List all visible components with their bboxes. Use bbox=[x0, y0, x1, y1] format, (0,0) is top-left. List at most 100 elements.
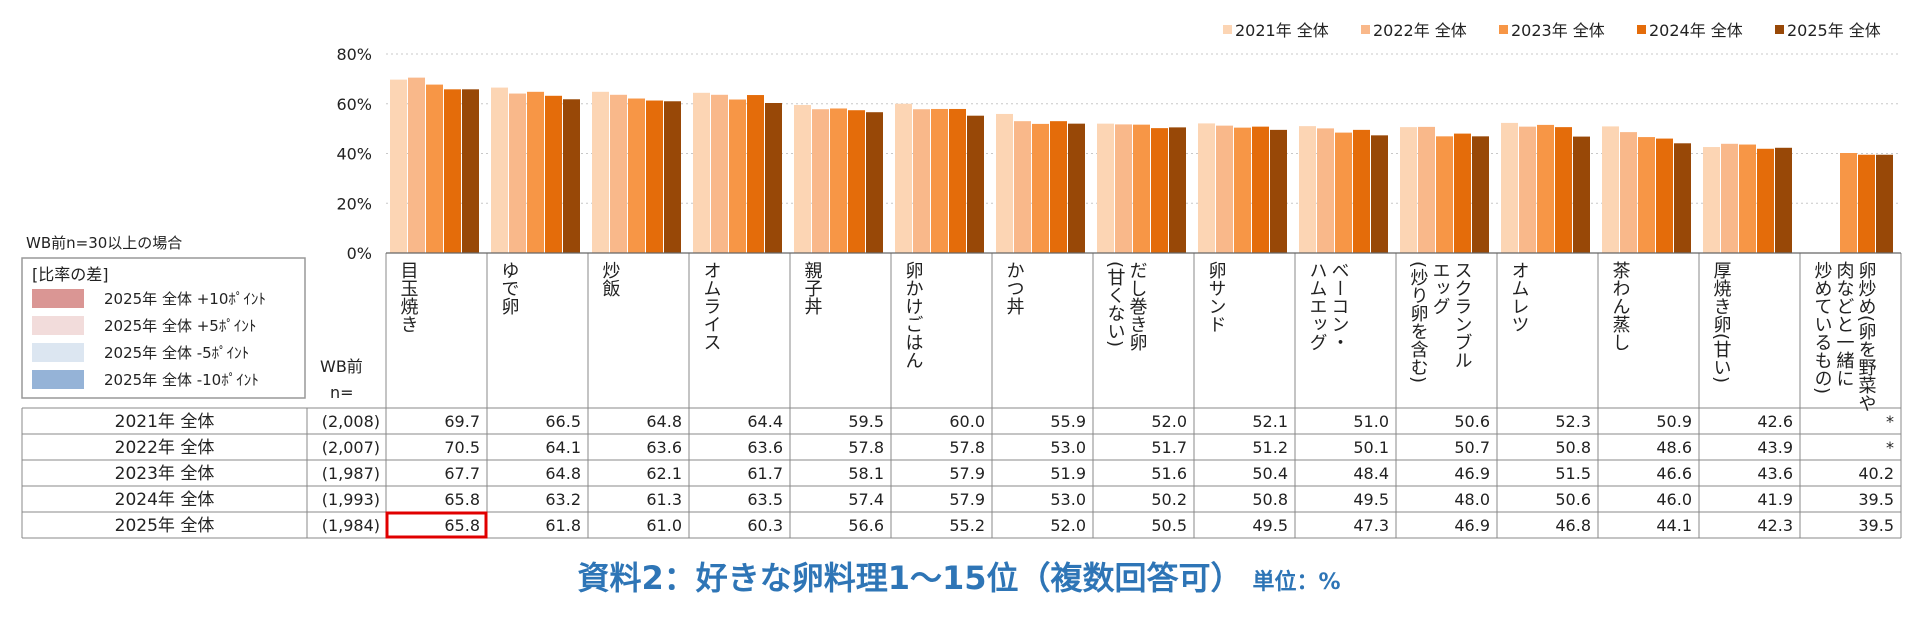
note-text: WB前n=30以上の場合 bbox=[26, 234, 182, 252]
data-label: 62.1 bbox=[646, 464, 682, 483]
legend-label: 2024年 全体 bbox=[1649, 21, 1743, 40]
data-label: 43.9 bbox=[1757, 438, 1793, 457]
data-label: 44.1 bbox=[1656, 516, 1692, 535]
category-label: 炒飯 bbox=[600, 261, 621, 297]
bar bbox=[462, 89, 479, 253]
data-label: 70.5 bbox=[444, 438, 480, 457]
bar bbox=[610, 94, 627, 253]
bar bbox=[1519, 126, 1536, 253]
data-label: 63.2 bbox=[545, 490, 581, 509]
bar bbox=[1876, 154, 1893, 253]
category-label: 炒めているもの) bbox=[1812, 261, 1833, 394]
bar bbox=[765, 103, 782, 253]
bar bbox=[1840, 153, 1857, 253]
bar bbox=[996, 113, 1013, 253]
data-label: 39.5 bbox=[1858, 516, 1894, 535]
category-label: ハムエッグ bbox=[1307, 261, 1328, 351]
data-label: 63.6 bbox=[747, 438, 783, 457]
data-label: 50.6 bbox=[1454, 412, 1490, 431]
category-label: 親子丼 bbox=[802, 261, 823, 315]
bar bbox=[1371, 135, 1388, 253]
category-label: スクランブル bbox=[1452, 261, 1473, 369]
y-tick-label: 80% bbox=[336, 45, 372, 64]
data-label: 49.5 bbox=[1353, 490, 1389, 509]
data-label: 46.9 bbox=[1454, 516, 1490, 535]
data-label: 66.5 bbox=[545, 412, 581, 431]
diff-legend-swatch bbox=[32, 289, 84, 308]
data-label: 51.5 bbox=[1555, 464, 1591, 483]
bar bbox=[1555, 127, 1572, 253]
y-tick-label: 40% bbox=[336, 145, 372, 164]
row-n: (1,987) bbox=[322, 464, 380, 483]
bar bbox=[426, 84, 443, 253]
bar bbox=[1638, 137, 1655, 253]
data-label: 59.5 bbox=[848, 412, 884, 431]
row-label: 2021年 全体 bbox=[115, 412, 215, 432]
bar bbox=[592, 91, 609, 253]
diff-legend-label: 2025年 全体 +5ﾎﾟｲﾝﾄ bbox=[104, 317, 256, 335]
diff-legend-label: 2025年 全体 -5ﾎﾟｲﾝﾄ bbox=[104, 344, 249, 362]
data-label: 61.7 bbox=[747, 464, 783, 483]
bar bbox=[693, 92, 710, 254]
legend-label: 2023年 全体 bbox=[1511, 21, 1605, 40]
data-label: * bbox=[1886, 412, 1894, 431]
data-label: 40.2 bbox=[1858, 464, 1894, 483]
data-label: 64.8 bbox=[646, 412, 682, 431]
bar bbox=[1757, 148, 1774, 253]
bar bbox=[628, 98, 645, 254]
data-label: * bbox=[1886, 438, 1894, 457]
bar bbox=[848, 110, 865, 253]
data-label: 63.5 bbox=[747, 490, 783, 509]
bar bbox=[1169, 127, 1186, 253]
bar bbox=[1234, 127, 1251, 253]
bar bbox=[812, 109, 829, 253]
bar bbox=[664, 101, 681, 253]
data-label: 46.0 bbox=[1656, 490, 1692, 509]
data-label: 50.4 bbox=[1252, 464, 1288, 483]
data-label: 52.0 bbox=[1050, 516, 1086, 535]
row-n: (2,007) bbox=[322, 438, 380, 457]
data-label: 50.6 bbox=[1555, 490, 1591, 509]
bar bbox=[1198, 123, 1215, 254]
data-label: 52.1 bbox=[1252, 412, 1288, 431]
data-label: 69.7 bbox=[444, 412, 480, 431]
category-label: ゆで卵 bbox=[499, 261, 520, 315]
data-label: 50.1 bbox=[1353, 438, 1389, 457]
data-label: 46.8 bbox=[1555, 516, 1591, 535]
diff-legend-label: 2025年 全体 +10ﾎﾟｲﾝﾄ bbox=[104, 290, 266, 308]
data-label: 60.3 bbox=[747, 516, 783, 535]
data-label: 57.9 bbox=[949, 464, 985, 483]
bar bbox=[1775, 147, 1792, 253]
table-header-wb: WB前 bbox=[320, 357, 363, 376]
diff-legend-swatch bbox=[32, 316, 84, 335]
bar bbox=[646, 100, 663, 253]
row-n: (1,984) bbox=[322, 516, 380, 535]
category-label: オムライス bbox=[701, 261, 722, 351]
bar bbox=[1299, 126, 1316, 253]
bar bbox=[747, 95, 764, 253]
data-label: 50.5 bbox=[1151, 516, 1187, 535]
category-label: 卵サンド bbox=[1206, 261, 1227, 333]
category-label: エッグ bbox=[1430, 261, 1451, 315]
bar bbox=[527, 91, 544, 253]
bar bbox=[1656, 138, 1673, 253]
data-label: 51.0 bbox=[1353, 412, 1389, 431]
data-label: 67.7 bbox=[444, 464, 480, 483]
bar bbox=[1068, 123, 1085, 254]
data-label: 42.3 bbox=[1757, 516, 1793, 535]
data-label: 50.7 bbox=[1454, 438, 1490, 457]
data-label: 41.9 bbox=[1757, 490, 1793, 509]
data-label: 58.1 bbox=[848, 464, 884, 483]
data-label: 61.8 bbox=[545, 516, 581, 535]
data-label: 48.6 bbox=[1656, 438, 1692, 457]
category-label: 卵かけごはん bbox=[903, 261, 924, 369]
data-label: 61.3 bbox=[646, 490, 682, 509]
row-label: 2025年 全体 bbox=[115, 516, 215, 536]
bar bbox=[1472, 136, 1489, 253]
data-label: 46.6 bbox=[1656, 464, 1692, 483]
bar bbox=[1674, 143, 1691, 253]
category-label: オムレツ bbox=[1509, 261, 1530, 333]
diff-legend-swatch bbox=[32, 343, 84, 362]
bar bbox=[1353, 129, 1370, 253]
data-label: 51.2 bbox=[1252, 438, 1288, 457]
